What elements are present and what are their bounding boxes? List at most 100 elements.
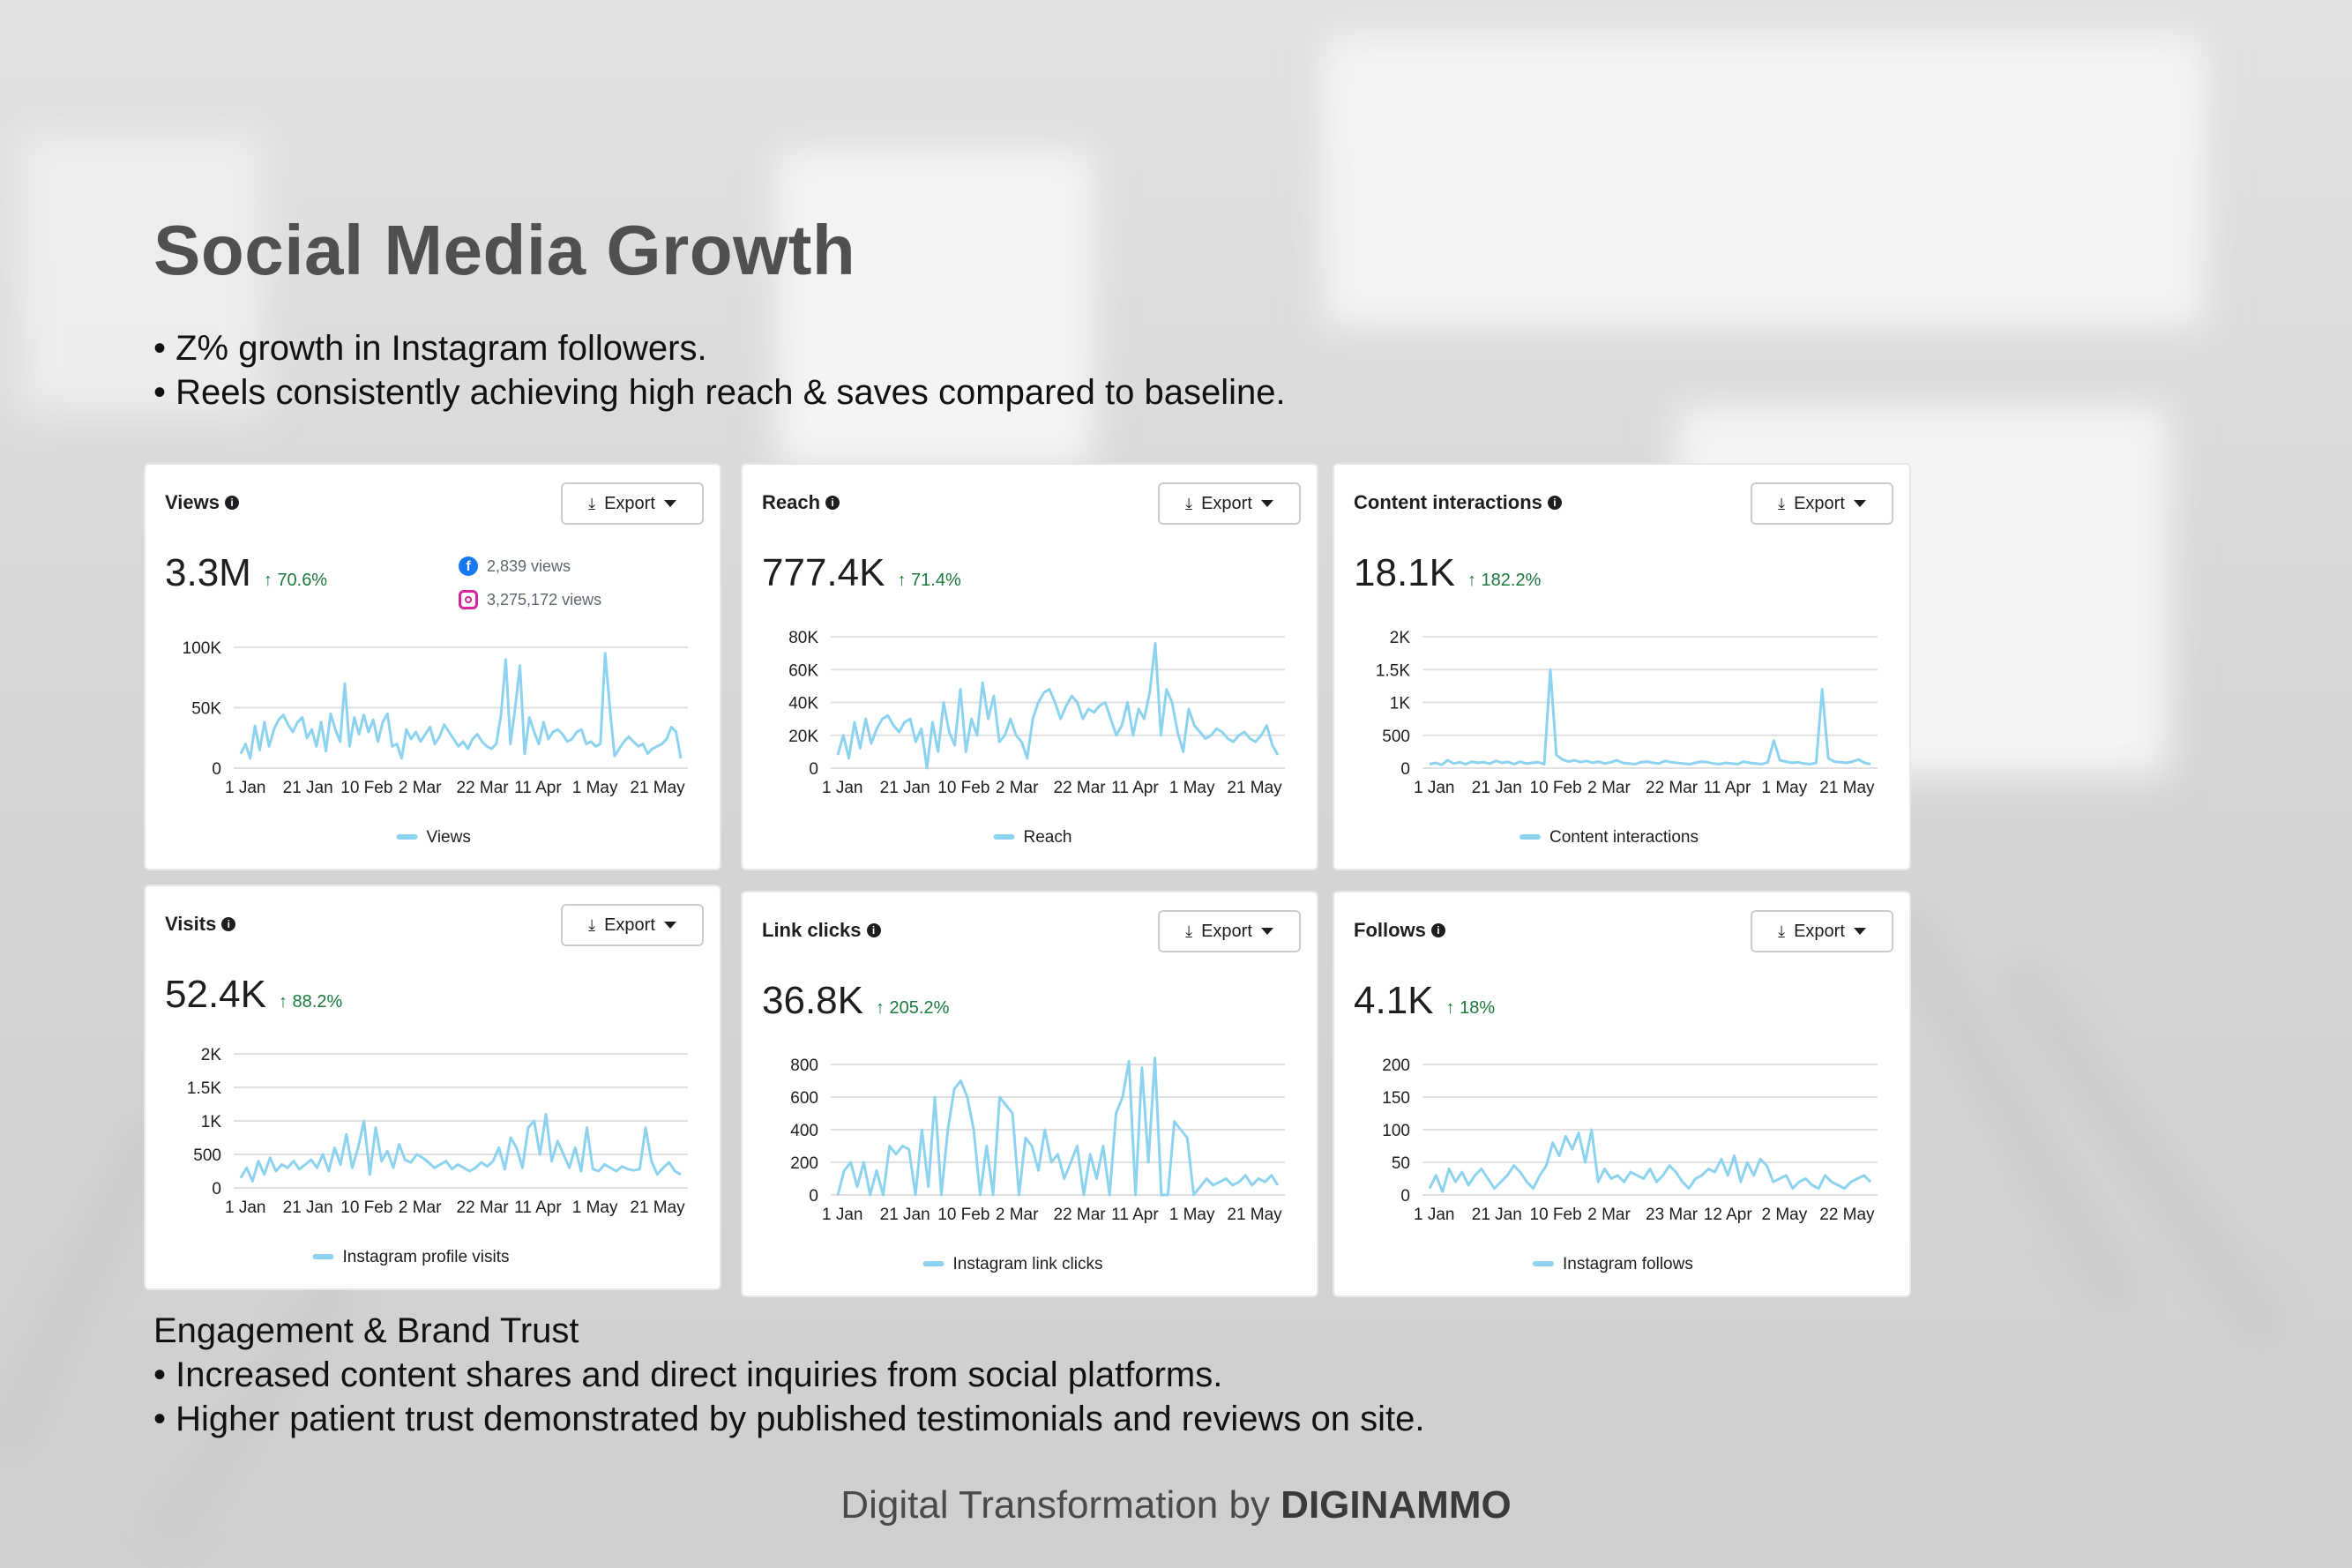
x-tick-label: 2 Mar (1587, 1206, 1631, 1224)
x-tick-label: 2 Mar (1587, 779, 1631, 797)
x-tick-label: 1 Jan (225, 779, 265, 797)
y-tick-label: 400 (790, 1122, 818, 1140)
y-tick-label: 80K (788, 629, 818, 647)
export-button[interactable]: ⤓ Export (561, 904, 704, 946)
source-label: 2,839 views (487, 556, 571, 575)
info-icon[interactable]: i (221, 917, 236, 931)
series-line (239, 652, 683, 760)
metric-change: ↑ 205.2% (875, 998, 950, 1018)
card-title: Follows i (1354, 919, 1445, 942)
export-label: Export (604, 493, 655, 513)
metric-change: ↑ 88.2% (278, 992, 343, 1012)
y-tick-label: 150 (1382, 1089, 1410, 1108)
y-tick-label: 500 (193, 1146, 221, 1165)
x-tick-label: 21 May (1819, 779, 1875, 797)
y-tick-label: 500 (1382, 728, 1410, 746)
y-tick-label: 50 (1392, 1154, 1410, 1173)
y-tick-label: 1.5K (1376, 661, 1410, 680)
metric-value: 52.4K (165, 973, 266, 1016)
caret-down-icon (1260, 500, 1273, 507)
caret-down-icon (1853, 928, 1866, 935)
legend-label: Instagram profile visits (343, 1248, 510, 1266)
info-icon[interactable]: i (1547, 496, 1562, 510)
x-tick-label: 22 Mar (457, 779, 510, 797)
export-label: Export (1201, 921, 1252, 941)
metric-change: ↑ 71.4% (897, 571, 961, 590)
info-icon[interactable]: i (224, 496, 239, 510)
card-title: Views i (165, 491, 239, 514)
export-button[interactable]: ⤓ Export (1751, 482, 1893, 525)
instagram-icon (459, 590, 478, 609)
x-tick-label: 21 May (630, 1198, 685, 1217)
x-tick-label: 2 Mar (399, 779, 442, 797)
y-tick-label: 100K (183, 639, 222, 658)
y-tick-label: 40K (788, 695, 818, 713)
source-row: f 2,839 views (459, 549, 601, 583)
facebook-icon: f (459, 556, 478, 576)
y-tick-label: 20K (788, 728, 818, 746)
y-tick-label: 0 (1400, 760, 1410, 779)
metric-value: 777.4K (762, 551, 885, 594)
metric-change: ↑ 70.6% (263, 571, 328, 590)
y-tick-label: 1K (1390, 695, 1411, 713)
bullet-item: • Reels consistently achieving high reac… (153, 373, 1286, 412)
y-tick-label: 2K (201, 1046, 222, 1064)
metric-value: 4.1K (1354, 979, 1434, 1022)
metric-summary: 777.4K ↑ 71.4% (762, 551, 961, 595)
export-button[interactable]: ⤓ Export (1158, 482, 1301, 525)
x-tick-label: 1 Jan (1414, 779, 1454, 797)
metric-change: ↑ 18% (1445, 998, 1496, 1018)
x-tick-label: 1 May (572, 1198, 618, 1217)
x-tick-label: 21 May (630, 779, 685, 797)
x-tick-label: 10 Feb (937, 1206, 989, 1224)
caret-down-icon (663, 500, 676, 507)
x-tick-label: 21 Jan (283, 779, 333, 797)
x-tick-label: 1 Jan (225, 1198, 265, 1217)
card-title: Link clicks i (762, 919, 881, 942)
x-tick-label: 11 Apr (1111, 779, 1159, 797)
x-tick-label: 1 May (1169, 1206, 1215, 1224)
metric-summary: 36.8K ↑ 205.2% (762, 979, 949, 1023)
export-button[interactable]: ⤓ Export (1158, 910, 1301, 952)
metric-value: 18.1K (1354, 551, 1455, 594)
reach-card: Reach i ⤓ Export 777.4K ↑ 71.4% 0 20K 40K 60K 80K 1… (741, 463, 1318, 870)
y-tick-label: 50K (191, 700, 221, 719)
x-tick-label: 12 Apr (1704, 1206, 1753, 1224)
x-tick-label: 10 Feb (340, 1198, 392, 1217)
legend-label: Instagram link clicks (953, 1255, 1103, 1273)
card-title-text: Content interactions (1354, 491, 1542, 513)
export-button[interactable]: ⤓ Export (1751, 910, 1893, 952)
views-card: Views i ⤓ Export 3.3M ↑ 70.6% f 2,839 views 3,27… (144, 463, 721, 870)
info-icon[interactable]: i (866, 923, 881, 937)
card-title-text: Follows (1354, 919, 1426, 941)
download-icon: ⤓ (1778, 922, 1786, 940)
x-tick-label: 2 Mar (399, 1198, 442, 1217)
x-tick-label: 11 Apr (514, 1198, 562, 1217)
bullet-item: • Higher patient trust demonstrated by p… (153, 1400, 1425, 1438)
legend-swatch (993, 834, 1015, 840)
x-tick-label: 11 Apr (514, 779, 562, 797)
metric-summary: 18.1K ↑ 182.2% (1354, 551, 1541, 595)
info-icon[interactable]: i (1430, 923, 1445, 937)
x-tick-label: 10 Feb (1530, 1206, 1582, 1224)
intro-bullets: • Z% growth in Instagram followers. • Re… (153, 326, 1286, 414)
footer-credit: Digital Transformation by DIGINAMMO (0, 1483, 2352, 1527)
x-tick-label: 21 Jan (880, 1206, 930, 1224)
x-tick-label: 22 May (1819, 1206, 1875, 1224)
y-tick-label: 600 (790, 1089, 818, 1108)
y-tick-label: 200 (790, 1154, 818, 1173)
download-icon: ⤓ (588, 915, 596, 934)
export-label: Export (1794, 493, 1845, 513)
legend-swatch (922, 1261, 945, 1266)
legend-label: Instagram follows (1563, 1255, 1693, 1273)
x-tick-label: 1 May (572, 779, 618, 797)
x-tick-label: 21 Jan (283, 1198, 333, 1217)
export-button[interactable]: ⤓ Export (561, 482, 704, 525)
info-icon[interactable]: i (825, 496, 840, 510)
metric-summary: 52.4K ↑ 88.2% (165, 973, 342, 1017)
export-label: Export (1201, 493, 1252, 513)
legend-swatch (1519, 834, 1541, 840)
engagement-section: Engagement & Brand Trust • Increased con… (153, 1309, 1424, 1441)
export-label: Export (1794, 921, 1845, 941)
y-tick-label: 2K (1390, 629, 1411, 647)
